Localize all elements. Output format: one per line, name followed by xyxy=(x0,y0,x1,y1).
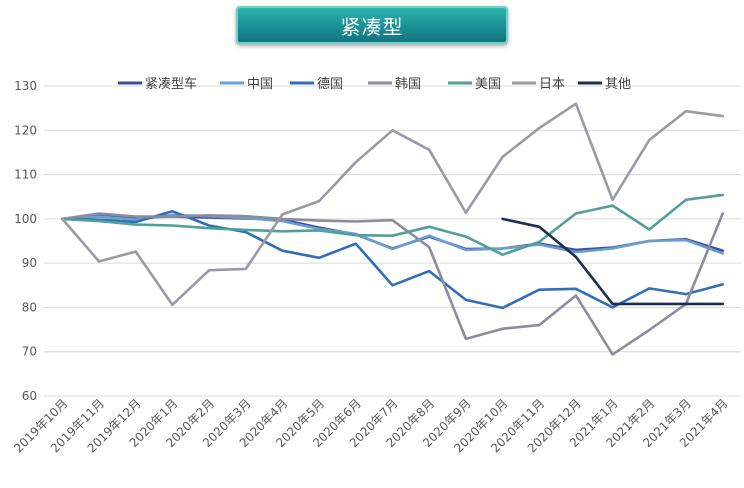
legend-label: 美国 xyxy=(475,77,501,92)
y-tick-label: 110 xyxy=(14,168,37,182)
y-tick-label: 80 xyxy=(22,300,37,314)
y-tick-label: 70 xyxy=(22,345,37,359)
legend-label: 紧凑型车 xyxy=(145,76,197,92)
y-tick-label: 120 xyxy=(14,123,37,137)
legend-label: 其他 xyxy=(605,77,631,92)
series-line-4 xyxy=(61,193,724,256)
series-line-5 xyxy=(61,102,724,307)
series-line-1 xyxy=(61,213,724,255)
chart-title-box: 紧凑型 xyxy=(236,6,508,44)
series-line-2 xyxy=(61,210,724,310)
y-tick-label: 90 xyxy=(22,256,37,270)
chart-title: 紧凑型 xyxy=(340,14,404,39)
legend-label: 德国 xyxy=(317,77,343,92)
series-line-6 xyxy=(501,217,724,306)
legend-label: 韩国 xyxy=(395,77,421,92)
legend-label: 中国 xyxy=(247,77,273,92)
y-tick-label: 100 xyxy=(14,212,37,226)
legend-label: 日本 xyxy=(539,77,565,92)
y-tick-label: 130 xyxy=(14,79,37,93)
y-tick-label: 60 xyxy=(22,389,37,403)
series-line-3 xyxy=(61,212,724,356)
